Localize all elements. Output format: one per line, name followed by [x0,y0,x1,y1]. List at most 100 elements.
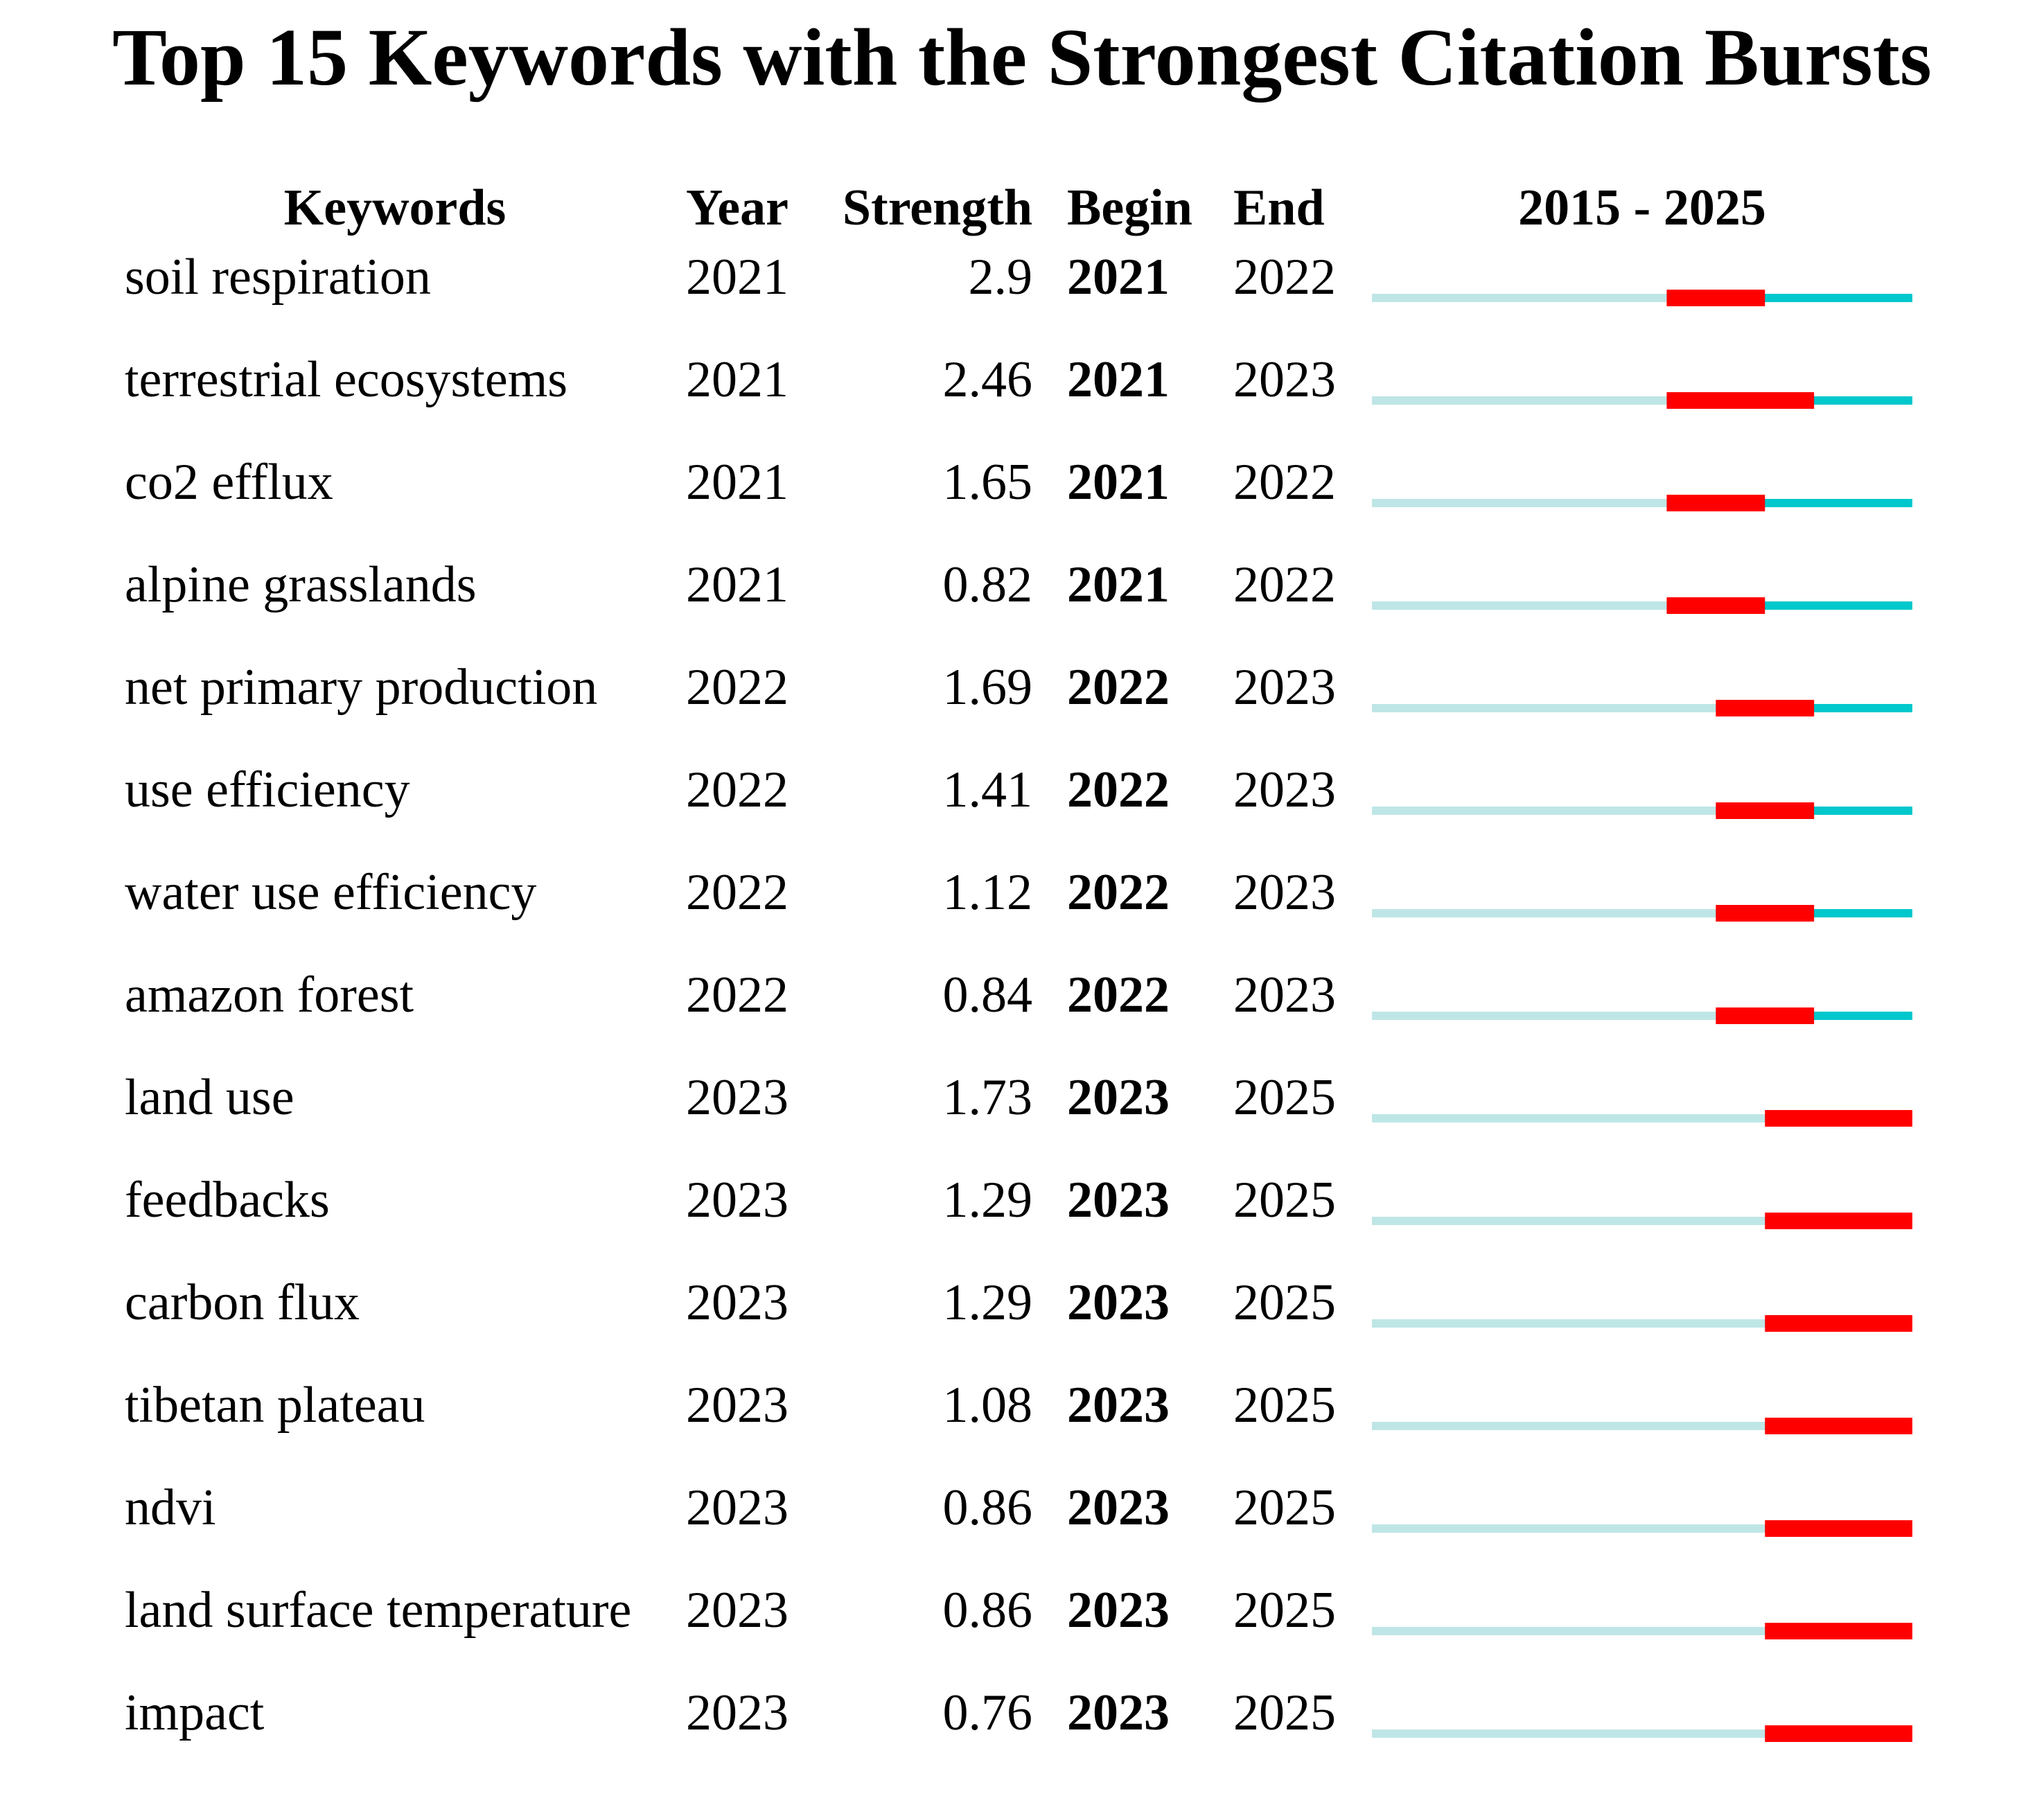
end-cell: 2023 [1233,659,1336,716]
begin-cell: 2023 [1067,1684,1170,1741]
keyword-cell: carbon flux [125,1274,360,1331]
end-cell: 2025 [1233,1582,1336,1639]
begin-cell: 2022 [1067,761,1170,818]
end-cell: 2022 [1233,556,1336,613]
burst-bar [1765,1110,1912,1127]
begin-cell: 2021 [1067,351,1170,408]
year-cell: 2023 [686,1172,788,1229]
burst-bar [1666,290,1765,306]
year-cell: 2023 [686,1582,788,1639]
keyword-cell: land use [125,1069,294,1126]
begin-cell: 2021 [1067,249,1170,306]
begin-cell: 2023 [1067,1172,1170,1229]
burst-bar [1716,1007,1815,1024]
begin-cell: 2023 [1067,1479,1170,1536]
timeline-pre-segment [1372,704,1716,712]
burst-bar [1765,1623,1912,1639]
year-cell: 2021 [686,351,788,408]
year-cell: 2021 [686,454,788,511]
burst-bar [1716,802,1815,819]
timeline-pre-segment [1372,1319,1765,1328]
header-begin: Begin [1067,179,1192,236]
end-cell: 2025 [1233,1684,1336,1741]
keyword-cell: ndvi [125,1479,216,1536]
end-cell: 2023 [1233,351,1336,408]
year-cell: 2023 [686,1479,788,1536]
strength-cell: 0.86 [942,1479,1033,1536]
year-cell: 2022 [686,659,788,716]
burst-bar [1666,392,1815,409]
end-cell: 2025 [1233,1274,1336,1331]
begin-cell: 2022 [1067,967,1170,1023]
keyword-cell: net primary production [125,659,598,716]
header-keywords: Keywords [283,179,506,236]
begin-cell: 2022 [1067,659,1170,716]
year-cell: 2023 [686,1069,788,1126]
end-cell: 2023 [1233,864,1336,921]
strength-cell: 0.82 [942,556,1033,613]
header-timeline: 2015 - 2025 [1518,179,1766,236]
begin-cell: 2023 [1067,1274,1170,1331]
year-cell: 2023 [686,1274,788,1331]
end-cell: 2023 [1233,967,1336,1023]
burst-bar [1765,1725,1912,1742]
timeline-pre-segment [1372,909,1716,917]
keyword-cell: soil respiration [125,249,431,306]
end-cell: 2022 [1233,454,1336,511]
strength-cell: 1.41 [942,761,1033,818]
strength-cell: 1.08 [942,1377,1033,1434]
header-strength: Strength [842,179,1032,236]
begin-cell: 2022 [1067,864,1170,921]
keyword-cell: land surface temperature [125,1582,632,1639]
end-cell: 2025 [1233,1479,1336,1536]
strength-cell: 1.12 [942,864,1033,921]
year-cell: 2022 [686,864,788,921]
strength-cell: 1.65 [942,454,1033,511]
burst-bar [1765,1213,1912,1229]
timeline-pre-segment [1372,807,1716,815]
begin-cell: 2023 [1067,1377,1170,1434]
keyword-cell: tibetan plateau [125,1377,425,1434]
header-year: Year [686,179,788,236]
timeline-pre-segment [1372,1114,1765,1122]
timeline-pre-segment [1372,1012,1716,1020]
header-end: End [1233,179,1325,236]
year-cell: 2023 [686,1684,788,1741]
timeline-pre-segment [1372,1422,1765,1430]
keyword-cell: water use efficiency [125,864,537,921]
strength-cell: 1.73 [942,1069,1033,1126]
strength-cell: 1.69 [942,659,1033,716]
strength-cell: 2.46 [942,351,1033,408]
end-cell: 2025 [1233,1172,1336,1229]
end-cell: 2022 [1233,249,1336,306]
burst-bar [1765,1418,1912,1434]
timeline-pre-segment [1372,601,1667,610]
burst-bar [1666,597,1765,614]
begin-cell: 2021 [1067,556,1170,613]
timeline-pre-segment [1372,396,1667,405]
timeline-pre-segment [1372,1217,1765,1225]
strength-cell: 0.86 [942,1582,1033,1639]
begin-cell: 2021 [1067,454,1170,511]
burst-bar [1666,495,1765,511]
timeline-pre-segment [1372,1524,1765,1533]
keyword-cell: co2 efflux [125,454,333,511]
keyword-cell: terrestrial ecosystems [125,351,568,408]
timeline-pre-segment [1372,294,1667,302]
end-cell: 2025 [1233,1377,1336,1434]
strength-cell: 0.76 [942,1684,1033,1741]
timeline-pre-segment [1372,1627,1765,1635]
strength-cell: 1.29 [942,1274,1033,1331]
end-cell: 2025 [1233,1069,1336,1126]
keyword-cell: alpine grasslands [125,556,477,613]
begin-cell: 2023 [1067,1582,1170,1639]
burst-bar [1716,905,1815,922]
year-cell: 2021 [686,249,788,306]
burst-bar [1765,1315,1912,1332]
timeline-pre-segment [1372,1729,1765,1738]
strength-cell: 2.9 [968,249,1033,306]
chart-title: Top 15 Keywords with the Strongest Citat… [112,12,1932,103]
timeline-pre-segment [1372,499,1667,507]
begin-cell: 2023 [1067,1069,1170,1126]
